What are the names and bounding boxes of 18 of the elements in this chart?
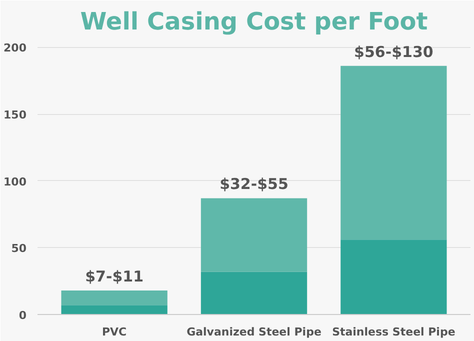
x-tick-label: PVC — [102, 326, 127, 338]
chart-title: Well Casing Cost per Foot — [80, 8, 428, 36]
y-tick-label: 50 — [11, 242, 27, 256]
total-label: $32-$55 — [220, 175, 288, 194]
y-tick-label: 0 — [18, 309, 27, 322]
bar — [340, 66, 447, 240]
total-label: $7-$11 — [85, 267, 144, 286]
y-tick-label: 200 — [4, 42, 27, 55]
y-tick-label: 100 — [4, 175, 27, 188]
x-tick-label: Galvanized Steel Pipe — [186, 326, 322, 338]
total-label: $56-$130 — [354, 42, 434, 61]
bar — [200, 198, 308, 272]
x-tick-label: Stainless Steel Pipe — [332, 326, 456, 338]
bar — [340, 240, 447, 314]
bar — [200, 272, 308, 314]
bar — [61, 305, 168, 314]
y-tick-label: 150 — [4, 108, 27, 122]
bar — [61, 290, 168, 306]
